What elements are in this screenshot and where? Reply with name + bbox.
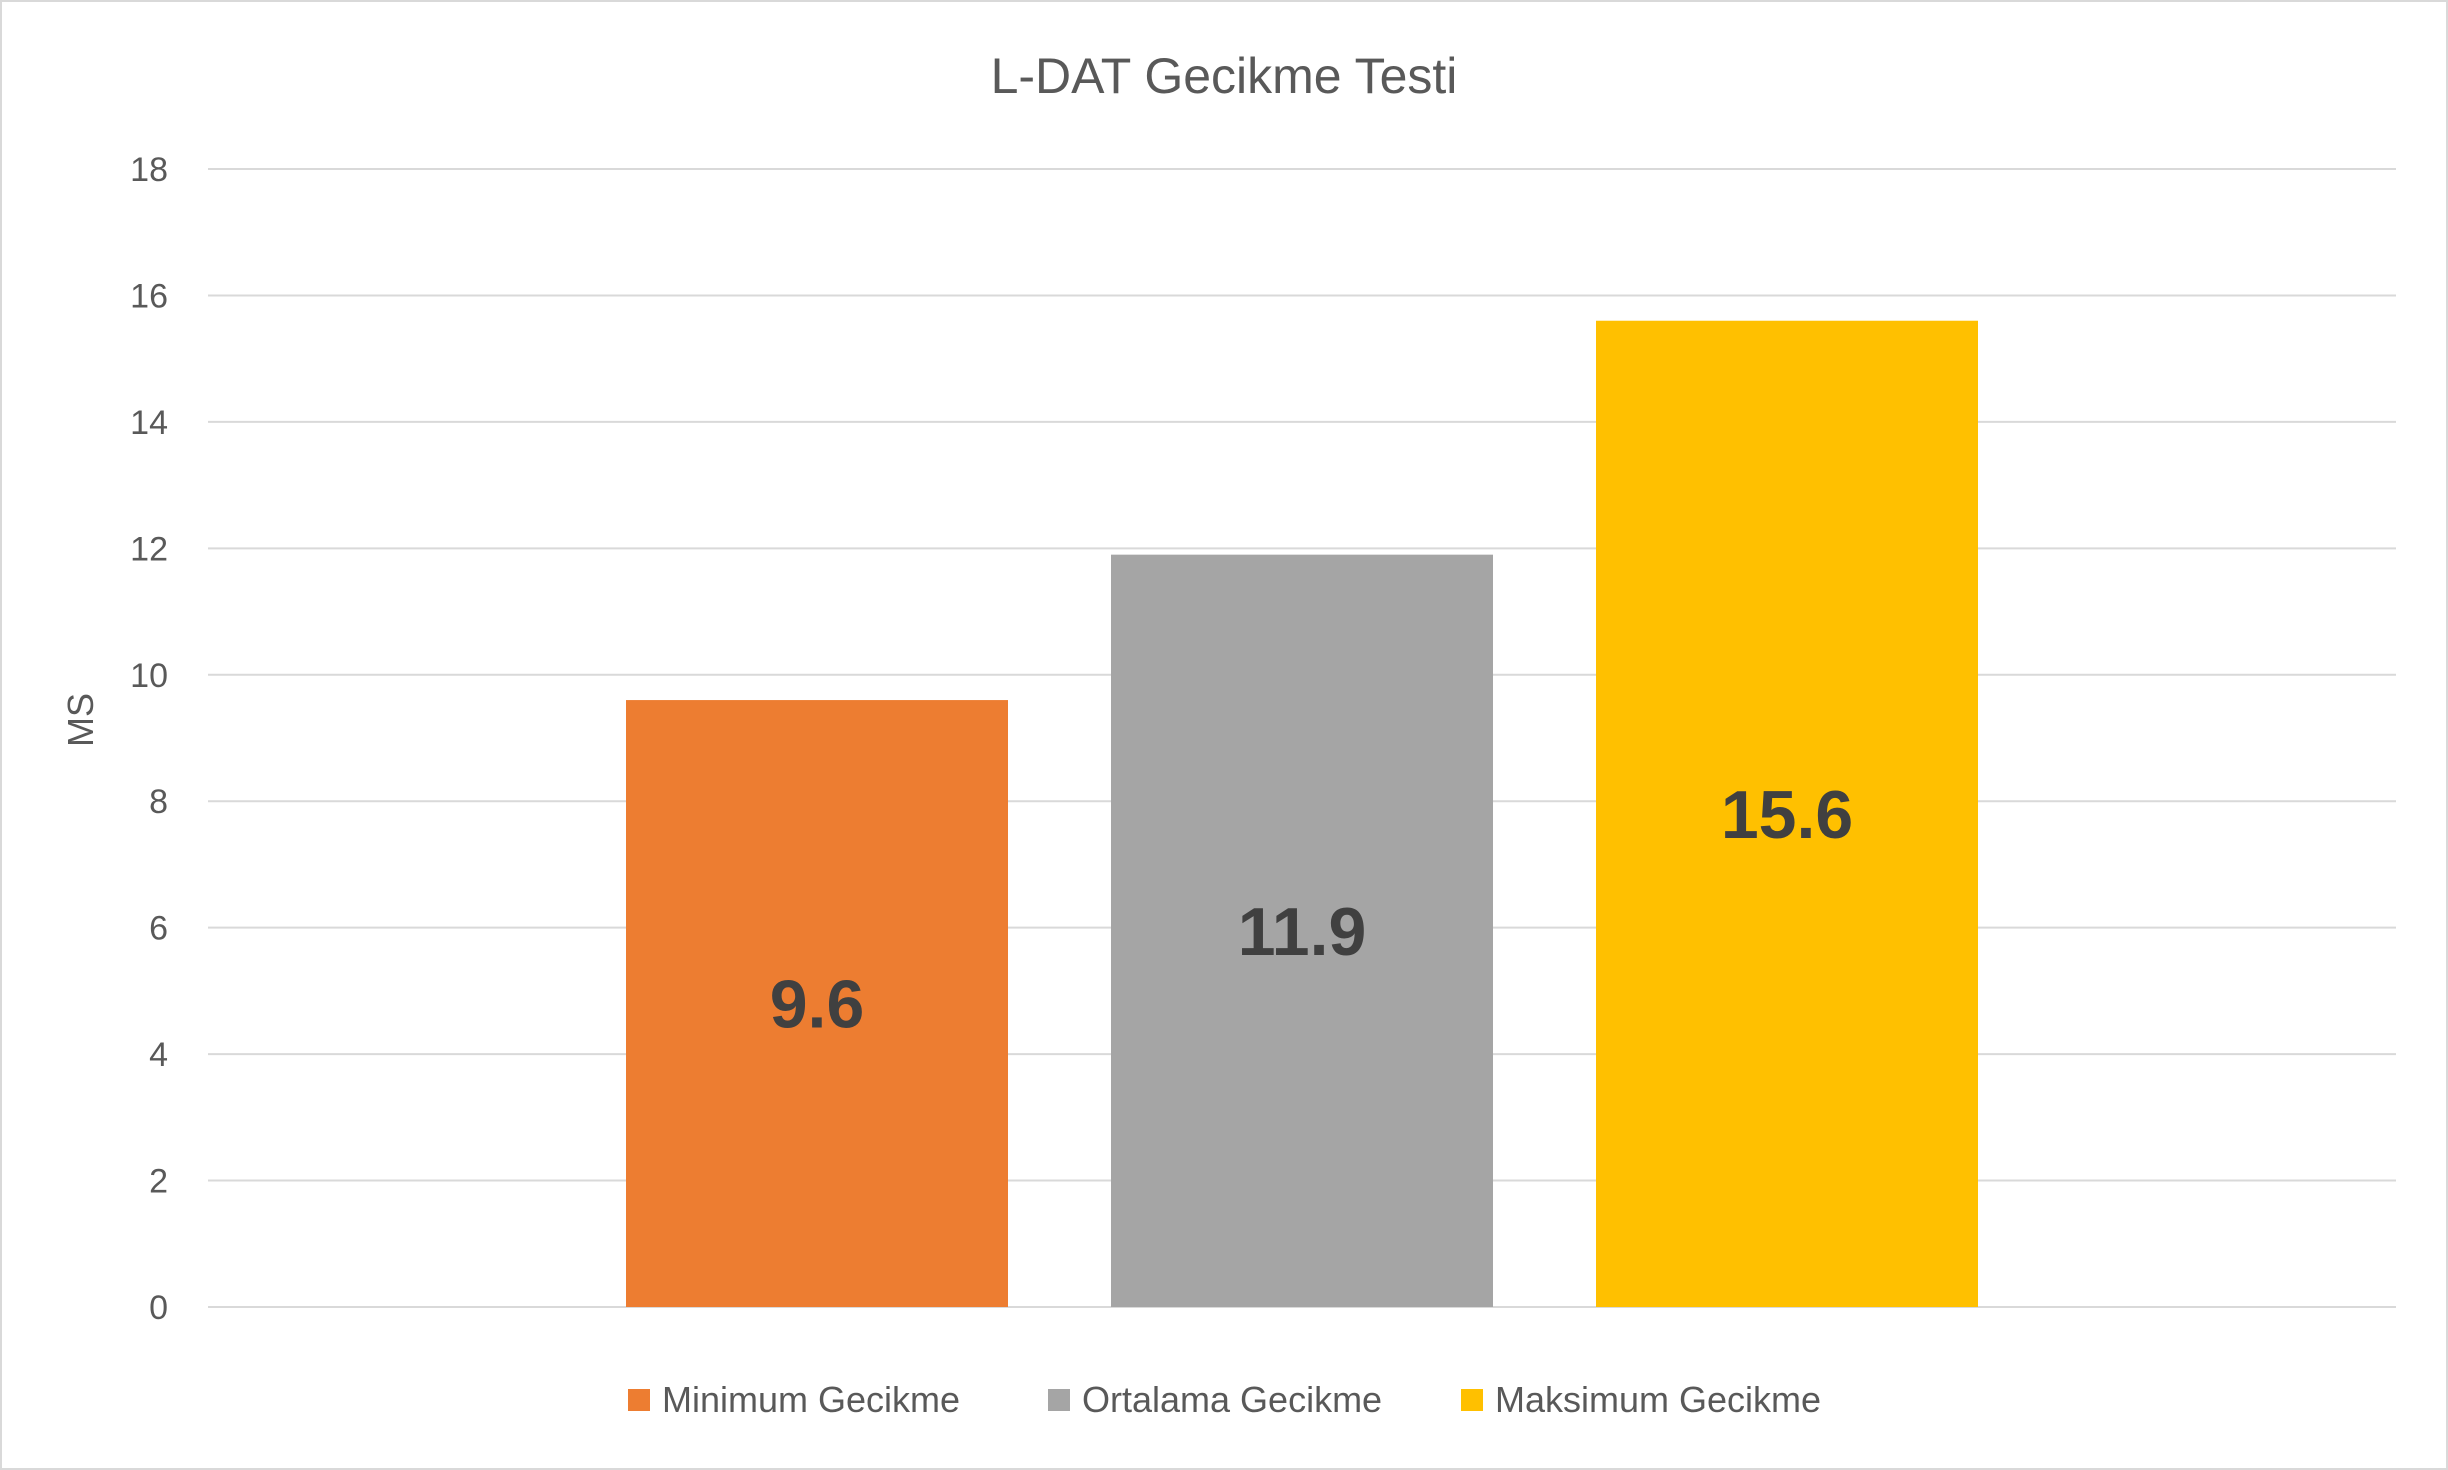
y-tick-label: 8	[149, 783, 168, 821]
bars	[626, 320, 1978, 1307]
data-labels: 9.6 11.9 15.6	[770, 777, 1853, 1043]
y-tick-label: 6	[149, 910, 168, 948]
y-tick-label: 18	[130, 151, 168, 189]
y-tick-label: 2	[149, 1163, 168, 1201]
y-axis-ticks: 0 2 4 6 8 10 12 14 16 18	[130, 151, 168, 1327]
gridlines	[208, 168, 2396, 1308]
legend-item: Minimum Gecikme	[628, 1379, 960, 1420]
data-label: 11.9	[1238, 894, 1367, 970]
y-tick-label: 0	[149, 1289, 168, 1327]
legend-swatch	[1048, 1389, 1070, 1411]
y-tick-label: 10	[130, 657, 168, 695]
bar	[626, 700, 1008, 1307]
y-axis-label: MS	[60, 693, 101, 747]
y-tick-label: 12	[130, 530, 168, 568]
data-label: 9.6	[770, 967, 865, 1043]
legend: Minimum Gecikme Ortalama Gecikme Maksimum …	[628, 1379, 1821, 1420]
data-label: 15.6	[1721, 777, 1853, 853]
bar	[1111, 554, 1493, 1307]
legend-label: Ortalama Gecikme	[1082, 1379, 1382, 1420]
legend-item: Maksimum Gecikme	[1461, 1379, 1821, 1420]
y-tick-label: 14	[130, 404, 168, 442]
legend-label: Maksimum Gecikme	[1495, 1379, 1821, 1420]
bar	[1596, 320, 1978, 1307]
legend-swatch	[628, 1389, 650, 1411]
legend-swatch	[1461, 1389, 1483, 1411]
legend-item: Ortalama Gecikme	[1048, 1379, 1382, 1420]
chart-title: L-DAT Gecikme Testi	[991, 48, 1458, 104]
legend-label: Minimum Gecikme	[662, 1379, 960, 1420]
y-tick-label: 16	[130, 277, 168, 315]
y-tick-label: 4	[149, 1036, 168, 1074]
